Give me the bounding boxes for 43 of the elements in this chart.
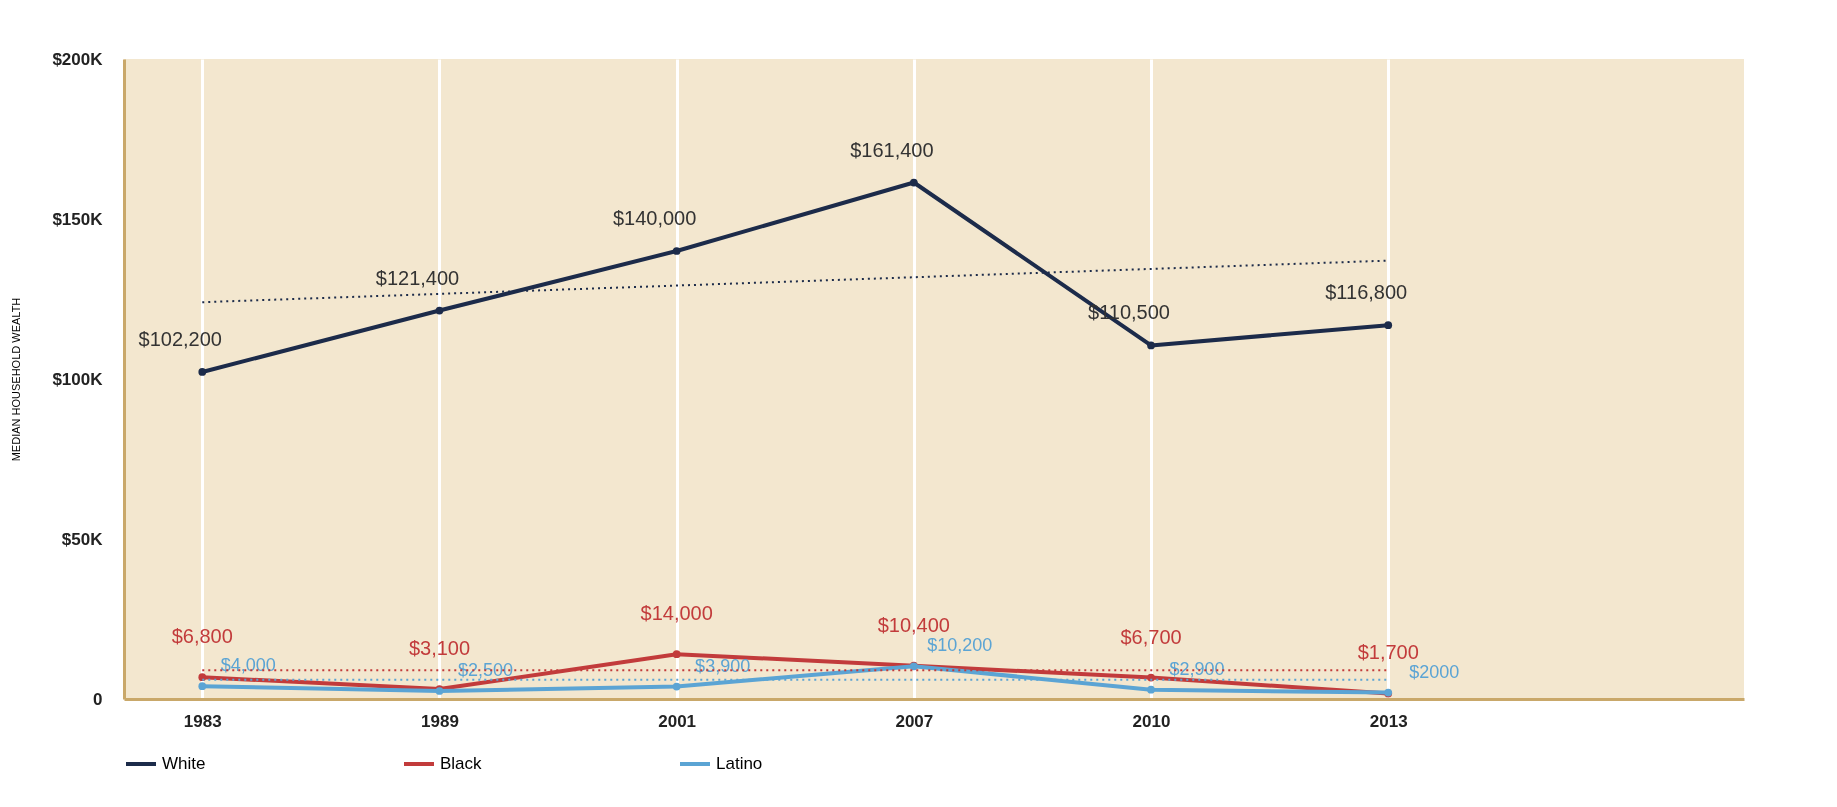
y-tick-label: $200K <box>52 49 104 69</box>
point <box>672 650 681 659</box>
data-label: $102,200 <box>138 327 222 350</box>
data-label: $3,100 <box>408 637 471 660</box>
point <box>198 682 207 691</box>
data-label: $2000 <box>1409 661 1460 682</box>
x-tick-label: 1989 <box>421 711 459 731</box>
data-label: $116,800 <box>1325 281 1408 304</box>
data-label: $6,800 <box>171 625 233 648</box>
data-label: $140,000 <box>612 207 697 229</box>
y-tick-label: $100K <box>52 369 104 389</box>
x-tick-label: 2013 <box>1369 711 1408 731</box>
x-tick-label: 2010 <box>1132 711 1171 731</box>
data-label: $2,500 <box>457 660 513 680</box>
y-tick-label: $150K <box>52 209 104 229</box>
data-label: $1,700 <box>1357 640 1419 663</box>
point <box>672 247 681 255</box>
point <box>1384 321 1393 330</box>
legend-label: Latino <box>716 754 763 773</box>
x-tick-label: 1983 <box>183 711 222 731</box>
data-label: $121,400 <box>375 266 460 289</box>
y-tick-label: $50K <box>61 529 104 549</box>
point <box>909 178 918 187</box>
point <box>672 682 681 691</box>
y-tick-label: 0 <box>93 689 103 709</box>
y-axis-title: MEDIAN HOUSEHOLD WEALTH <box>10 297 23 462</box>
data-label: $3,900 <box>695 655 751 676</box>
legend-label: White <box>162 754 206 773</box>
data-label: $10,400 <box>877 613 950 636</box>
point <box>1147 341 1155 350</box>
x-tick-label: 2007 <box>895 711 934 731</box>
point <box>198 673 207 682</box>
point <box>435 306 444 315</box>
data-label: $10,200 <box>927 635 993 656</box>
point <box>1147 685 1155 694</box>
legend-label: Black <box>440 754 483 773</box>
data-label: $6,700 <box>1120 625 1182 648</box>
data-label: $161,400 <box>850 138 934 161</box>
point <box>198 368 207 376</box>
x-tick-label: 2001 <box>658 711 697 731</box>
data-label: $4,000 <box>220 655 276 676</box>
data-label: $14,000 <box>640 602 713 625</box>
data-label: $2,900 <box>1169 658 1225 679</box>
